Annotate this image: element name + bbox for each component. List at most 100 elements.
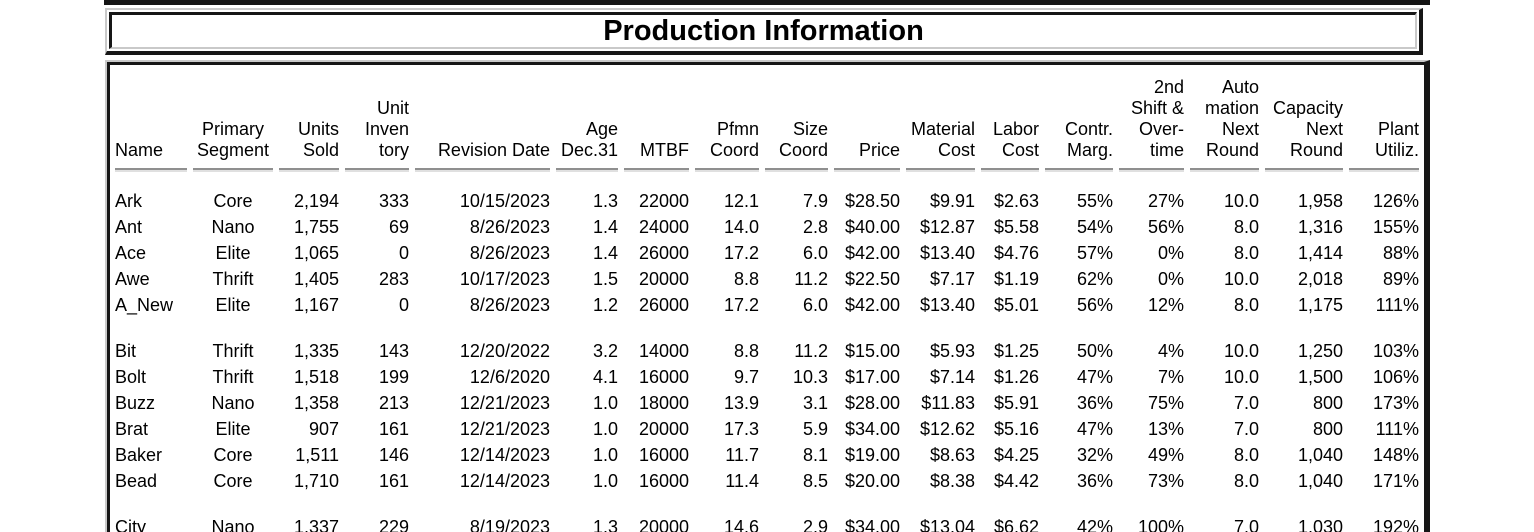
header-underline [1349, 168, 1419, 172]
column-header-label: 2nd Shift & Over- time [1130, 77, 1184, 160]
cell-mtbf: 18000 [638, 393, 689, 413]
column-header-price: Price [831, 69, 903, 172]
cell-size-coord: 3.1 [802, 393, 828, 413]
cell-plant-utiliz: 106% [1372, 367, 1419, 387]
header-underline [695, 168, 759, 172]
column-header-label: Unit Inven tory [364, 98, 409, 160]
cell-unit-inventory: 0 [398, 243, 409, 263]
cell-pfmn-coord: 13.9 [723, 393, 759, 413]
cell-automation-next-round: 7.0 [1233, 393, 1259, 413]
cell-primary-segment: Thrift [212, 269, 254, 289]
cell-capacity-next-round: 2,018 [1297, 269, 1343, 289]
cell-name: A_New [115, 295, 174, 315]
cell-automation-next-round: 7.0 [1233, 517, 1259, 532]
cell-material-cost: $13.04 [919, 517, 975, 532]
cell-labor-cost: $1.25 [993, 341, 1039, 361]
cell-size-coord: 6.0 [802, 243, 828, 263]
column-header-label: Name [115, 140, 164, 160]
cell-name: City [115, 517, 146, 532]
cell-capacity-next-round: 1,500 [1297, 367, 1343, 387]
cell-primary-segment: Elite [215, 295, 251, 315]
cell-material-cost: $5.93 [929, 341, 975, 361]
cell-plant-utiliz: 111% [1375, 419, 1419, 439]
cell-pfmn-coord: 11.4 [725, 471, 759, 491]
column-header-name: Name [112, 69, 190, 172]
cell-name: Buzz [115, 393, 156, 413]
cell-primary-segment: Nano [211, 217, 255, 237]
cell-name: Ant [115, 217, 143, 237]
column-header-label: Capacity Next Round [1272, 98, 1343, 160]
cell-contr-marg: 56% [1076, 295, 1113, 315]
cell-price: $42.00 [844, 243, 900, 263]
cell-unit-inventory: 199 [378, 367, 409, 387]
cell-price: $42.00 [844, 295, 900, 315]
header-underline [1190, 168, 1259, 172]
header-underline [1265, 168, 1343, 172]
header-underline [415, 168, 550, 172]
column-header-contr-marg: Contr. Marg. [1042, 69, 1116, 172]
column-header-label: MTBF [640, 140, 689, 160]
cell-capacity-next-round: 1,250 [1297, 341, 1343, 361]
cell-name: Brat [115, 419, 149, 439]
cell-contr-marg: 36% [1076, 393, 1113, 413]
cell-units-sold: 1,518 [293, 367, 339, 387]
product-row-bolt: Bolt Thrift 1,518 199 12/6/2020 4.1 16000 9.7 10… [112, 364, 1422, 390]
product-row-buzz: Buzz Nano 1,358 213 12/21/2023 1.0 18000 13.9 3.… [112, 390, 1422, 416]
spacer-row [112, 318, 1422, 338]
cell-plant-utiliz: 126% [1372, 191, 1419, 211]
cell-automation-next-round: 8.0 [1233, 217, 1259, 237]
cell-units-sold: 1,511 [295, 445, 339, 465]
cell-contr-marg: 47% [1076, 367, 1113, 387]
cell-age-dec31: 1.4 [592, 217, 618, 237]
column-header-label: Auto mation Next Round [1204, 77, 1259, 160]
spacer-row [112, 494, 1422, 514]
cell-second-shift-overtime: 7% [1157, 367, 1184, 387]
cell-plant-utiliz: 155% [1372, 217, 1419, 237]
column-header-units-sold: Units Sold [276, 69, 342, 172]
cell-name: Ace [115, 243, 147, 263]
cell-revision-date: 10/17/2023 [459, 269, 550, 289]
cell-units-sold: 1,337 [293, 517, 339, 532]
cell-capacity-next-round: 1,316 [1297, 217, 1343, 237]
cell-price: $28.50 [844, 191, 900, 211]
cell-price: $17.00 [844, 367, 900, 387]
cell-revision-date: 8/19/2023 [469, 517, 550, 532]
cell-primary-segment: Core [213, 471, 253, 491]
cell-mtbf: 22000 [638, 191, 689, 211]
cell-automation-next-round: 10.0 [1223, 269, 1259, 289]
cell-revision-date: 12/14/2023 [459, 471, 550, 491]
cell-name: Baker [115, 445, 163, 465]
cell-mtbf: 26000 [638, 243, 689, 263]
cell-capacity-next-round: 800 [1312, 393, 1343, 413]
cell-unit-inventory: 146 [378, 445, 409, 465]
cell-name: Bolt [115, 367, 147, 387]
cell-primary-segment: Nano [211, 393, 255, 413]
cell-material-cost: $8.63 [929, 445, 975, 465]
cell-mtbf: 16000 [638, 445, 689, 465]
cell-revision-date: 8/26/2023 [469, 295, 550, 315]
column-header-second-shift-overtime: 2nd Shift & Over- time [1116, 69, 1187, 172]
spacer-cell [112, 318, 1422, 338]
cell-automation-next-round: 10.0 [1223, 191, 1259, 211]
cell-primary-segment: Nano [211, 517, 255, 532]
header-underline [556, 168, 618, 172]
cell-mtbf: 20000 [638, 517, 689, 532]
cell-primary-segment: Elite [215, 419, 251, 439]
header-underline [1045, 168, 1113, 172]
cell-revision-date: 12/14/2023 [459, 445, 550, 465]
cell-primary-segment: Elite [215, 243, 251, 263]
cell-mtbf: 14000 [638, 341, 689, 361]
cell-name: Ark [115, 191, 142, 211]
cell-labor-cost: $1.26 [993, 367, 1039, 387]
cell-name: Awe [115, 269, 150, 289]
product-row-ant: Ant Nano 1,755 69 8/26/2023 1.4 24000 14.0 2.8 $4… [112, 214, 1422, 240]
cell-age-dec31: 3.2 [592, 341, 618, 361]
cell-second-shift-overtime: 0% [1157, 243, 1184, 263]
title-box-inner-border: Production Information [109, 12, 1417, 49]
cell-name: Bit [115, 341, 137, 361]
cell-contr-marg: 47% [1076, 419, 1113, 439]
column-header-label: Plant Utiliz. [1375, 119, 1419, 160]
cell-mtbf: 26000 [638, 295, 689, 315]
cell-size-coord: 6.0 [802, 295, 828, 315]
